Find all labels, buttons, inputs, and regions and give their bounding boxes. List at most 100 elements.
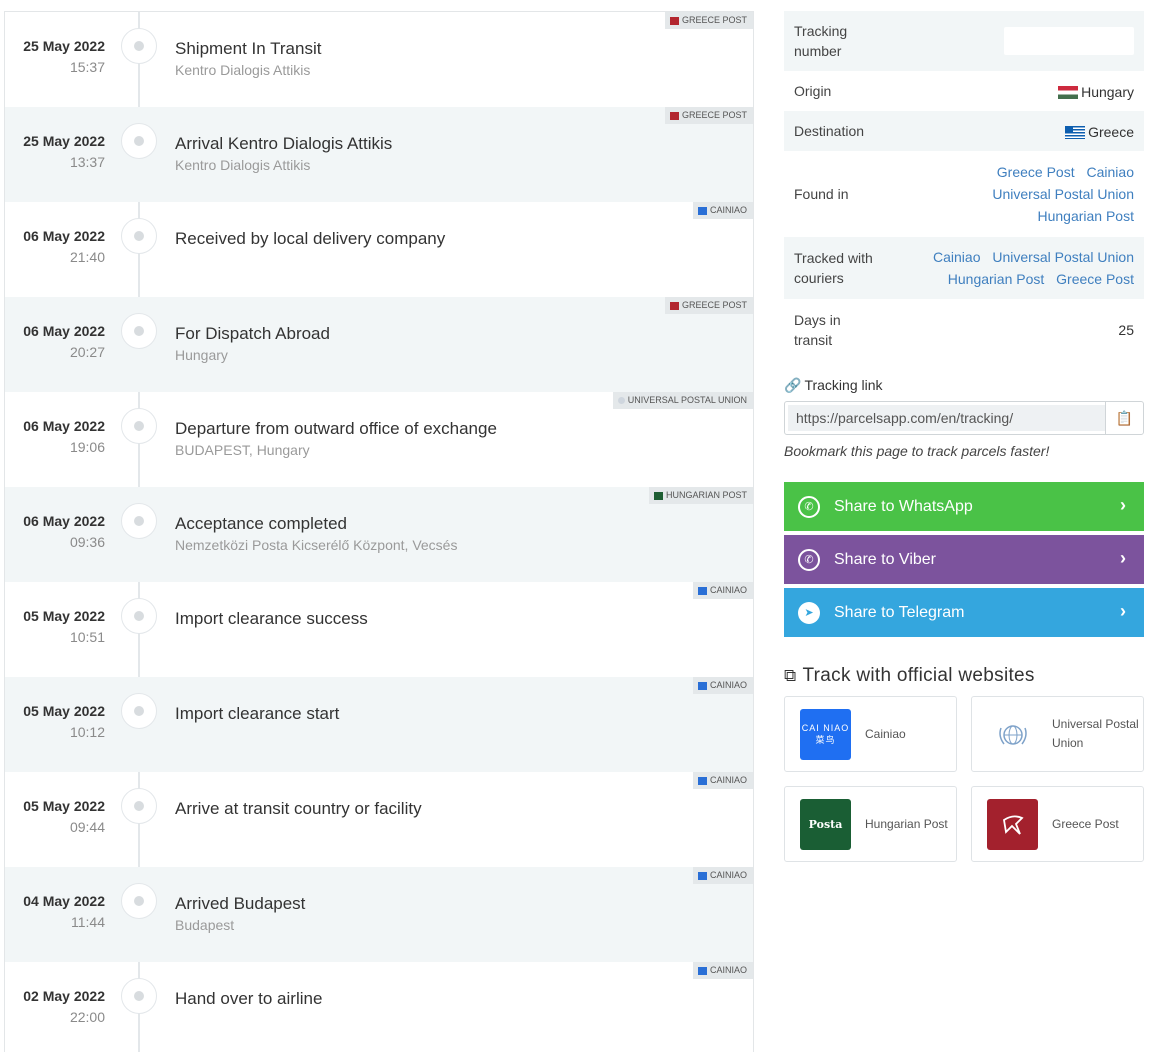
- cainiao-icon: [697, 871, 707, 880]
- courier-badge: CAINIAO: [692, 677, 753, 694]
- link-icon: 🔗: [784, 377, 802, 393]
- event-list: 25 May 2022 15:37 Shipment In Transit Ke…: [5, 12, 753, 1052]
- greece-post-icon: [669, 16, 679, 25]
- courier-name: Greece Post: [1052, 816, 1119, 831]
- share-telegram-label: Share to Telegram: [834, 603, 965, 621]
- share-telegram-button[interactable]: ➤ Share to Telegram ›: [784, 588, 1144, 637]
- timeline-dot-icon: [121, 313, 157, 349]
- event-title: Departure from outward office of exchang…: [175, 419, 497, 438]
- event-location: BUDAPEST, Hungary: [175, 442, 310, 458]
- courier-card-greece-post[interactable]: Greece Post: [971, 786, 1144, 862]
- cainiao-icon: [697, 776, 707, 785]
- event-location: Kentro Dialogis Attikis: [175, 157, 311, 173]
- timeline-event: 05 May 2022 10:51 Import clearance succe…: [5, 582, 753, 677]
- courier-badge: CAINIAO: [692, 867, 753, 884]
- timeline-dot-icon: [121, 218, 157, 254]
- cainiao-icon: [697, 586, 707, 595]
- tracked-with-row: Tracked with couriers Cainiao Universal …: [784, 237, 1144, 299]
- courier-card-cainiao[interactable]: CAI NIAO 菜鸟 Cainiao: [784, 696, 957, 772]
- cainiao-icon: [697, 206, 707, 215]
- timeline-event: 06 May 2022 20:27 For Dispatch Abroad Hu…: [5, 297, 753, 392]
- event-title: Arrival Kentro Dialogis Attikis: [175, 134, 393, 153]
- tracking-number-label: Tracking number: [794, 23, 848, 59]
- timeline-event: 06 May 2022 19:06 Departure from outward…: [5, 392, 753, 487]
- event-location: Budapest: [175, 917, 235, 933]
- tracked-with-link[interactable]: Universal Postal Union: [992, 249, 1134, 265]
- timeline-event: 04 May 2022 11:44 Arrived Budapest Budap…: [5, 867, 753, 962]
- hungarian-post-icon: [653, 491, 663, 500]
- courier-badge-label: GREECE POST: [681, 15, 747, 25]
- event-time: 09:36: [69, 534, 105, 550]
- origin-label: Origin: [794, 83, 832, 99]
- official-websites-heading: ⧉ Track with official websites: [784, 665, 1035, 687]
- event-date: 05 May 2022: [23, 798, 105, 814]
- origin-value: Hungary: [1058, 81, 1134, 101]
- event-title: For Dispatch Abroad: [175, 324, 330, 343]
- external-link-icon: ⧉: [784, 666, 797, 685]
- timeline-dot-icon: [121, 788, 157, 824]
- copy-link-button[interactable]: 📋: [1105, 402, 1143, 434]
- event-date: 25 May 2022: [23, 38, 105, 54]
- timeline-event: 05 May 2022 10:12 Import clearance start…: [5, 677, 753, 772]
- event-title: Arrived Budapest: [175, 894, 306, 913]
- event-title: Acceptance completed: [175, 514, 347, 533]
- event-date: 06 May 2022: [23, 418, 105, 434]
- event-time: 10:12: [69, 724, 105, 740]
- official-websites-title: Track with official websites: [802, 665, 1035, 686]
- timeline-dot-icon: [121, 598, 157, 634]
- event-date: 06 May 2022: [23, 228, 105, 244]
- whatsapp-icon: ✆: [798, 495, 820, 518]
- event-time: 13:37: [69, 154, 105, 170]
- days-in-transit-row: Days in transit 25: [784, 299, 1144, 361]
- clipboard-icon: 📋: [1115, 409, 1134, 426]
- timeline-event: 02 May 2022 22:00 Hand over to airline C…: [5, 962, 753, 1052]
- found-in-label: Found in: [794, 186, 849, 202]
- courier-badge-label: GREECE POST: [681, 300, 747, 310]
- courier-badge: CAINIAO: [692, 202, 753, 219]
- tracked-with-link[interactable]: Hungarian Post: [947, 271, 1045, 287]
- courier-card-upu[interactable]: Universal Postal Union: [971, 696, 1144, 772]
- courier-badge-label: UNIVERSAL POSTAL UNION: [627, 395, 747, 405]
- courier-name: Universal Postal Union: [1052, 717, 1139, 750]
- timeline-dot-icon: [121, 503, 157, 539]
- event-location: Kentro Dialogis Attikis: [175, 62, 311, 78]
- event-title: Import clearance success: [175, 609, 368, 628]
- tracked-with-link[interactable]: Greece Post: [1056, 271, 1134, 287]
- found-in-row: Found in Greece Post Cainiao Universal P…: [784, 151, 1144, 237]
- found-in-link[interactable]: Greece Post: [996, 164, 1075, 180]
- tracking-link-group: 📋: [784, 401, 1144, 435]
- event-title: Hand over to airline: [175, 989, 323, 1008]
- timeline-event: 06 May 2022 09:36 Acceptance completed N…: [5, 487, 753, 582]
- timeline-dot-icon: [121, 28, 157, 64]
- found-in-link[interactable]: Universal Postal Union: [992, 186, 1134, 202]
- greece-flag-icon: [1065, 126, 1086, 139]
- viber-icon: ✆: [798, 548, 820, 571]
- cainiao-logo: CAI NIAO 菜鸟: [800, 709, 851, 760]
- timeline-dot-icon: [121, 978, 157, 1014]
- event-title: Received by local delivery company: [175, 229, 446, 248]
- found-in-link[interactable]: Hungarian Post: [1037, 208, 1134, 224]
- event-title: Import clearance start: [175, 704, 340, 723]
- destination-label: Destination: [794, 123, 865, 139]
- share-whatsapp-button[interactable]: ✆ Share to WhatsApp ›: [784, 482, 1144, 531]
- hungary-flag-icon: [1058, 86, 1079, 99]
- courier-badge: HUNGARIAN POST: [648, 487, 753, 504]
- found-in-link[interactable]: Cainiao: [1086, 164, 1134, 180]
- origin-country: Hungary: [1081, 84, 1134, 100]
- event-time: 09:44: [69, 819, 105, 835]
- tracked-with-link[interactable]: Cainiao: [933, 249, 981, 265]
- event-time: 20:27: [69, 344, 105, 360]
- days-in-transit-value: 25: [1118, 322, 1134, 338]
- timeline-dot-icon: [121, 123, 157, 159]
- upu-icon: [617, 397, 625, 404]
- courier-name: Cainiao: [865, 726, 906, 741]
- tracking-link-input[interactable]: [788, 405, 1105, 431]
- event-date: 06 May 2022: [23, 513, 105, 529]
- courier-card-hungarian-post[interactable]: Posta Hungarian Post: [784, 786, 957, 862]
- found-in-value: Greece Post Cainiao Universal Postal Uni…: [934, 161, 1134, 227]
- courier-badge-label: CAINIAO: [709, 585, 747, 595]
- event-date: 25 May 2022: [23, 133, 105, 149]
- tracking-number-row: Tracking number: [784, 11, 1144, 71]
- share-viber-button[interactable]: ✆ Share to Viber ›: [784, 535, 1144, 584]
- event-title: Shipment In Transit: [175, 39, 322, 58]
